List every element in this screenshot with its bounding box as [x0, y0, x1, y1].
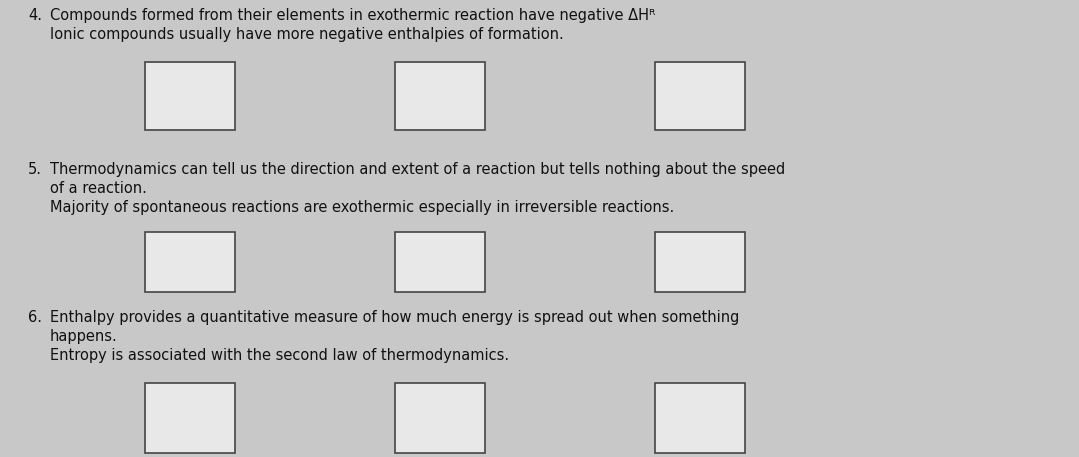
Bar — [145, 383, 235, 453]
Text: Majority of spontaneous reactions are exothermic especially in irreversible reac: Majority of spontaneous reactions are ex… — [50, 200, 674, 215]
Bar — [655, 62, 745, 130]
Bar — [145, 232, 235, 292]
Text: 5.: 5. — [28, 162, 42, 177]
Bar — [655, 383, 745, 453]
Bar — [395, 62, 484, 130]
Text: Thermodynamics can tell us the direction and extent of a reaction but tells noth: Thermodynamics can tell us the direction… — [50, 162, 786, 177]
Text: Entropy is associated with the second law of thermodynamics.: Entropy is associated with the second la… — [50, 348, 509, 363]
Text: Compounds formed from their elements in exothermic reaction have negative ΔHᴿ: Compounds formed from their elements in … — [50, 8, 655, 23]
Bar — [395, 383, 484, 453]
Text: of a reaction.: of a reaction. — [50, 181, 147, 196]
Text: Ionic compounds usually have more negative enthalpies of formation.: Ionic compounds usually have more negati… — [50, 27, 563, 42]
Bar — [145, 62, 235, 130]
Text: Enthalpy provides a quantitative measure of how much energy is spread out when s: Enthalpy provides a quantitative measure… — [50, 310, 739, 325]
Text: happens.: happens. — [50, 329, 118, 344]
Text: 4.: 4. — [28, 8, 42, 23]
Text: 6.: 6. — [28, 310, 42, 325]
Bar — [395, 232, 484, 292]
Bar — [655, 232, 745, 292]
